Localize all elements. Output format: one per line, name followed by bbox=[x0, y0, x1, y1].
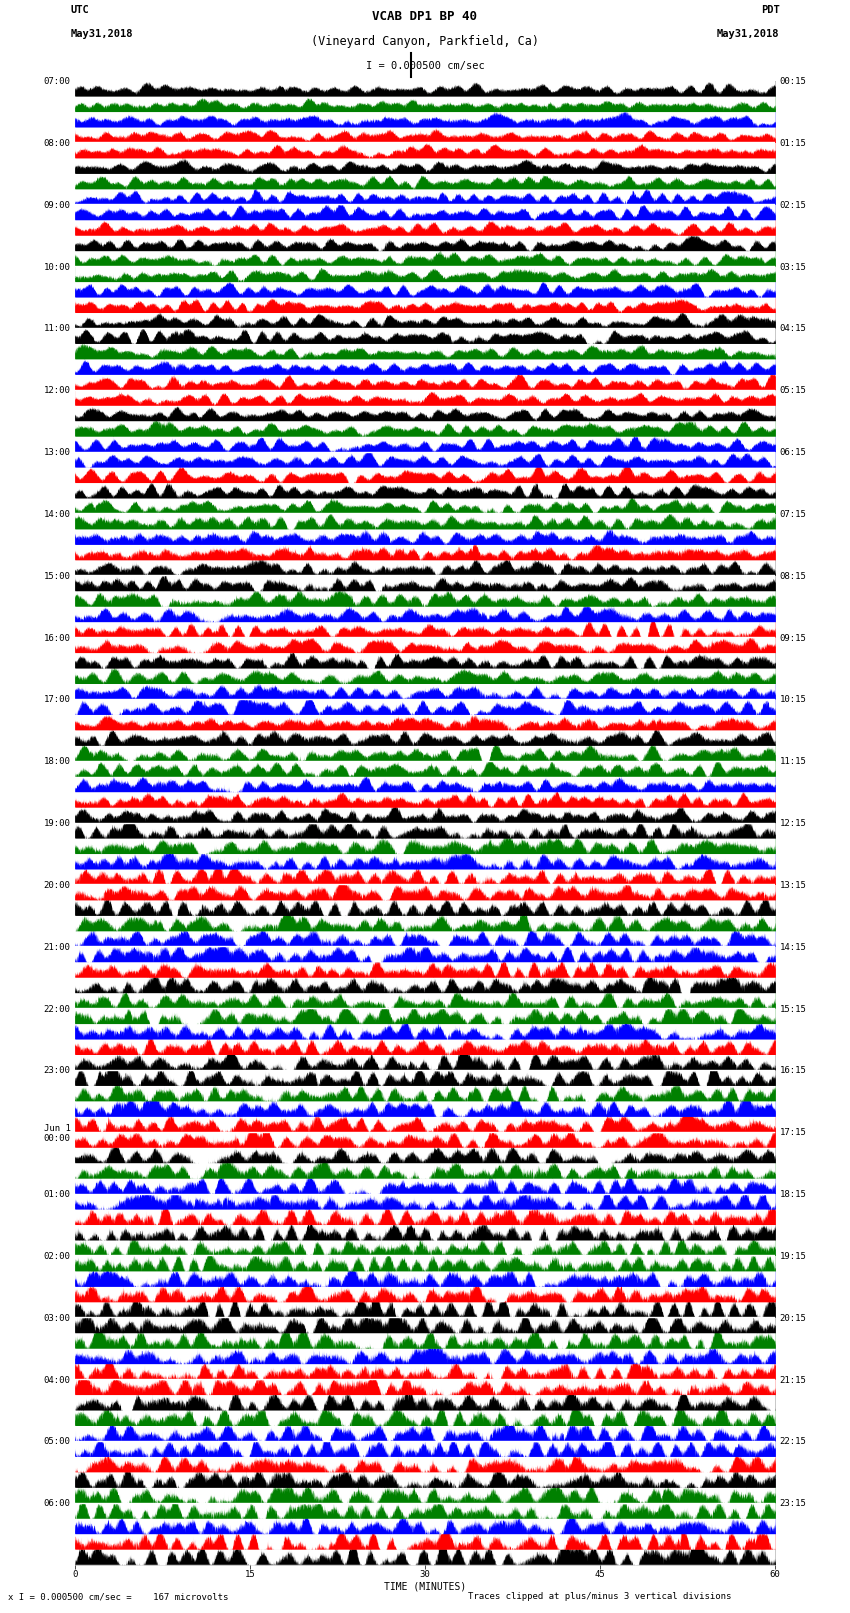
Text: Traces clipped at plus/minus 3 vertical divisions: Traces clipped at plus/minus 3 vertical … bbox=[468, 1592, 731, 1602]
X-axis label: TIME (MINUTES): TIME (MINUTES) bbox=[384, 1582, 466, 1592]
Text: PDT: PDT bbox=[761, 5, 779, 15]
Text: x I = 0.000500 cm/sec =    167 microvolts: x I = 0.000500 cm/sec = 167 microvolts bbox=[8, 1592, 229, 1602]
Text: VCAB DP1 BP 40: VCAB DP1 BP 40 bbox=[372, 10, 478, 23]
Text: (Vineyard Canyon, Parkfield, Ca): (Vineyard Canyon, Parkfield, Ca) bbox=[311, 35, 539, 48]
Text: I = 0.000500 cm/sec: I = 0.000500 cm/sec bbox=[366, 61, 484, 71]
Text: May31,2018: May31,2018 bbox=[717, 29, 779, 39]
Text: UTC: UTC bbox=[71, 5, 89, 15]
Text: May31,2018: May31,2018 bbox=[71, 29, 133, 39]
